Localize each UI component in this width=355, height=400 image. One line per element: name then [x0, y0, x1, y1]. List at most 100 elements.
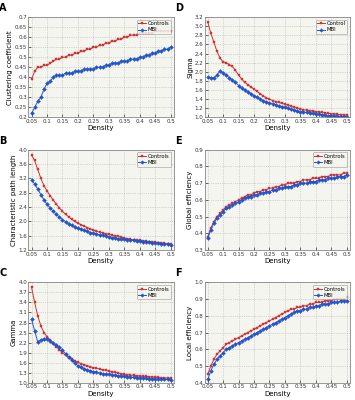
MBI	[274, 320, 278, 325]
Legend: Controls, MBI: Controls, MBI	[313, 285, 347, 299]
MBI	[230, 344, 235, 348]
MBI	[255, 95, 259, 100]
Controls	[249, 192, 253, 197]
Controls	[88, 47, 92, 52]
Controls	[153, 240, 157, 245]
Controls	[169, 29, 173, 34]
Controls	[57, 347, 61, 352]
MBI	[332, 176, 337, 180]
Controls	[64, 55, 68, 60]
Controls	[113, 39, 117, 44]
MBI	[218, 212, 222, 217]
MBI	[107, 234, 111, 239]
MBI	[97, 65, 102, 70]
Controls	[119, 371, 123, 376]
Controls	[138, 238, 142, 243]
MBI	[144, 53, 148, 58]
Controls	[286, 308, 290, 313]
MBI	[29, 178, 34, 183]
Controls	[36, 167, 40, 172]
MBI	[100, 65, 105, 70]
Text: D: D	[176, 3, 184, 13]
Control	[329, 112, 333, 116]
MBI	[110, 235, 114, 240]
MBI	[125, 237, 130, 242]
MBI	[246, 335, 250, 340]
Controls	[338, 297, 343, 302]
Controls	[29, 285, 34, 290]
Controls	[338, 172, 343, 177]
Controls	[60, 55, 65, 60]
MBI	[286, 106, 290, 111]
Control	[345, 113, 349, 118]
MBI	[323, 113, 327, 118]
Legend: Controls, MBI: Controls, MBI	[313, 152, 347, 166]
MBI	[311, 111, 315, 116]
Control	[230, 64, 235, 69]
Control	[258, 91, 262, 96]
Controls	[320, 174, 324, 179]
MBI	[54, 73, 59, 78]
MBI	[298, 181, 302, 186]
Controls	[305, 178, 309, 182]
MBI	[64, 71, 68, 76]
Control	[338, 112, 343, 117]
MBI	[36, 340, 40, 344]
Controls	[135, 373, 139, 378]
MBI	[116, 61, 120, 66]
Controls	[289, 307, 293, 312]
Controls	[66, 214, 71, 219]
MBI	[128, 238, 132, 242]
MBI	[227, 345, 231, 350]
Legend: Control, MBI: Control, MBI	[316, 20, 347, 34]
MBI	[54, 343, 59, 348]
Control	[286, 103, 290, 108]
MBI	[54, 212, 59, 217]
MBI	[332, 114, 337, 118]
MBI	[212, 362, 216, 367]
MBI	[153, 240, 157, 245]
MBI	[122, 374, 126, 379]
MBI	[85, 229, 89, 234]
Controls	[144, 239, 148, 244]
MBI	[73, 224, 77, 229]
MBI	[277, 186, 281, 191]
Controls	[66, 355, 71, 360]
MBI	[141, 376, 145, 380]
MBI	[317, 303, 321, 308]
Control	[332, 112, 337, 116]
Controls	[128, 33, 132, 38]
Y-axis label: Clustering coefficient: Clustering coefficient	[7, 30, 13, 104]
Controls	[107, 41, 111, 46]
MBI	[169, 377, 173, 382]
Line: MBI: MBI	[206, 70, 348, 118]
MBI	[332, 300, 337, 305]
MBI	[82, 67, 86, 72]
MBI	[335, 114, 340, 118]
Controls	[274, 315, 278, 320]
MBI	[249, 334, 253, 338]
Controls	[144, 374, 148, 379]
Controls	[277, 314, 281, 318]
Controls	[82, 362, 86, 367]
Control	[323, 110, 327, 115]
Control	[206, 19, 210, 24]
Controls	[82, 49, 86, 54]
MBI	[79, 365, 83, 370]
Controls	[57, 57, 61, 62]
Controls	[314, 176, 318, 180]
Controls	[76, 51, 80, 56]
MBI	[283, 184, 287, 189]
MBI	[286, 314, 290, 318]
Text: F: F	[176, 268, 182, 278]
MBI	[107, 372, 111, 377]
MBI	[224, 347, 228, 352]
MBI	[76, 363, 80, 368]
Control	[233, 68, 237, 73]
Controls	[342, 171, 346, 176]
Control	[215, 49, 219, 54]
Controls	[79, 49, 83, 54]
MBI	[159, 241, 163, 246]
Control	[224, 60, 228, 65]
Controls	[70, 217, 74, 222]
